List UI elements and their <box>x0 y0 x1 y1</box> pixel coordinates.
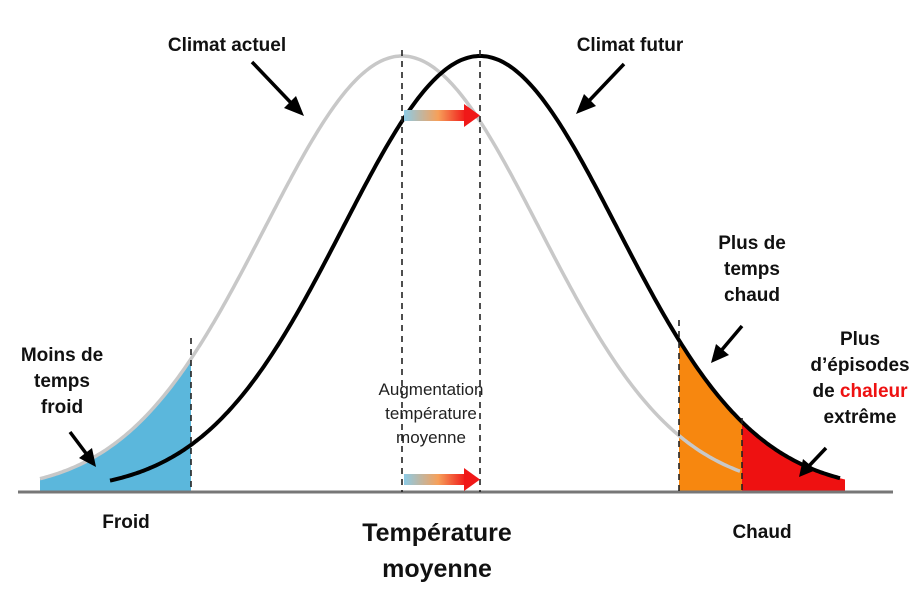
more-hot-region <box>679 340 742 492</box>
more-hot-label-line3: chaud <box>724 285 780 306</box>
less-cold-label-line3: froid <box>41 397 83 418</box>
extreme-heat-region <box>742 422 845 492</box>
less-cold-label-line2: temps <box>34 371 90 392</box>
more-hot-label-line2: temps <box>724 259 780 280</box>
mean-shift-arrow-top <box>404 104 480 127</box>
extreme-label-line3: de chaleur <box>812 381 908 402</box>
more-hot-pointer-arrow <box>711 324 744 363</box>
future-climate-label: Climat futur <box>577 35 684 56</box>
mean-increase-label-line3: moyenne <box>396 428 466 447</box>
less-cold-pointer-arrow <box>68 430 96 467</box>
extreme-heat-pointer-arrow <box>799 446 828 477</box>
less-cold-region <box>40 358 191 492</box>
extreme-label-line4: extrême <box>824 407 897 428</box>
mean-increase-label-line1: Augmentation <box>379 380 484 399</box>
axis-hot-label: Chaud <box>732 522 791 543</box>
extreme-label-line3-heat: chaleur <box>840 381 908 402</box>
more-hot-label-line1: Plus de <box>718 233 786 254</box>
future-climate-curve <box>109 54 841 483</box>
current-climate-label: Climat actuel <box>168 35 286 56</box>
future-climate-pointer-arrow <box>576 62 626 114</box>
axis-title-line2: moyenne <box>382 555 492 583</box>
mean-increase-label-line2: température <box>385 404 477 423</box>
axis-title-line1: Température <box>362 519 512 547</box>
less-cold-label-line1: Moins de <box>21 345 103 366</box>
current-climate-curve <box>39 54 741 481</box>
axis-cold-label: Froid <box>102 512 150 533</box>
extreme-label-line2: d’épisodes <box>810 355 909 376</box>
extreme-label-line3-prefix: de <box>812 381 839 402</box>
mean-shift-arrow-bottom <box>404 468 480 491</box>
current-climate-pointer-arrow <box>250 60 304 116</box>
extreme-label-line1: Plus <box>840 329 880 350</box>
